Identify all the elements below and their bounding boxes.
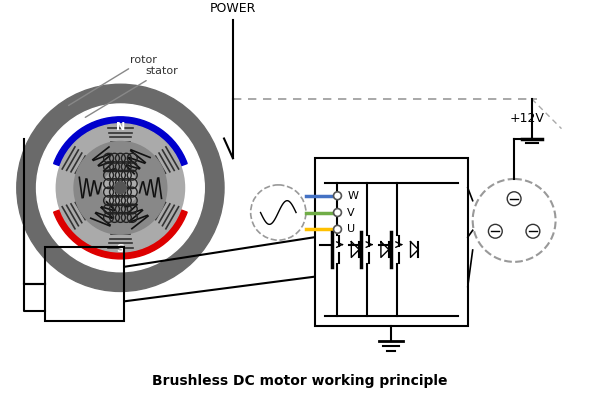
Circle shape bbox=[103, 170, 138, 206]
Circle shape bbox=[74, 142, 167, 234]
Text: POWER: POWER bbox=[210, 2, 256, 15]
Text: +12V: +12V bbox=[509, 112, 544, 125]
Circle shape bbox=[115, 182, 127, 194]
Text: V: V bbox=[347, 208, 355, 218]
Text: stator: stator bbox=[85, 66, 178, 117]
Circle shape bbox=[334, 192, 341, 200]
Bar bbox=[46, 247, 124, 321]
Circle shape bbox=[526, 224, 540, 238]
Circle shape bbox=[488, 224, 502, 238]
Text: Brushless DC motor working principle: Brushless DC motor working principle bbox=[152, 374, 448, 388]
Circle shape bbox=[56, 124, 185, 252]
Wedge shape bbox=[53, 117, 187, 171]
Circle shape bbox=[334, 208, 341, 216]
Circle shape bbox=[37, 104, 204, 272]
Circle shape bbox=[334, 225, 341, 233]
Text: U: U bbox=[347, 224, 355, 234]
Text: rotor: rotor bbox=[68, 54, 157, 106]
Circle shape bbox=[507, 192, 521, 206]
Circle shape bbox=[17, 84, 224, 292]
Bar bbox=[315, 158, 468, 326]
Text: S: S bbox=[116, 244, 124, 254]
Text: N: N bbox=[116, 122, 125, 132]
Wedge shape bbox=[53, 205, 187, 259]
Text: W: W bbox=[347, 191, 358, 201]
